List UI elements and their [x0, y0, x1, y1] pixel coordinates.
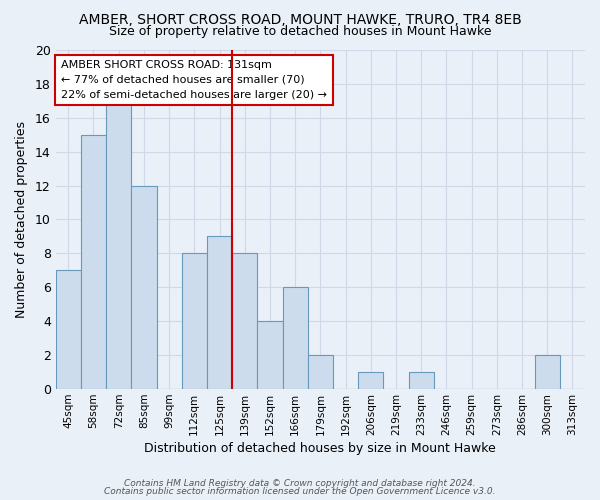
Bar — [283, 287, 308, 389]
Bar — [257, 321, 283, 389]
Text: AMBER SHORT CROSS ROAD: 131sqm
← 77% of detached houses are smaller (70)
22% of : AMBER SHORT CROSS ROAD: 131sqm ← 77% of … — [61, 60, 327, 100]
Bar — [106, 101, 131, 389]
Bar — [207, 236, 232, 389]
Bar — [308, 355, 333, 389]
Text: Contains public sector information licensed under the Open Government Licence v3: Contains public sector information licen… — [104, 487, 496, 496]
Y-axis label: Number of detached properties: Number of detached properties — [15, 121, 28, 318]
Bar — [182, 254, 207, 389]
Text: AMBER, SHORT CROSS ROAD, MOUNT HAWKE, TRURO, TR4 8EB: AMBER, SHORT CROSS ROAD, MOUNT HAWKE, TR… — [79, 12, 521, 26]
Bar — [232, 254, 257, 389]
Bar — [535, 355, 560, 389]
X-axis label: Distribution of detached houses by size in Mount Hawke: Distribution of detached houses by size … — [145, 442, 496, 455]
Bar — [358, 372, 383, 389]
Bar — [56, 270, 81, 389]
Bar — [81, 134, 106, 389]
Text: Contains HM Land Registry data © Crown copyright and database right 2024.: Contains HM Land Registry data © Crown c… — [124, 478, 476, 488]
Text: Size of property relative to detached houses in Mount Hawke: Size of property relative to detached ho… — [109, 25, 491, 38]
Bar — [131, 186, 157, 389]
Bar — [409, 372, 434, 389]
